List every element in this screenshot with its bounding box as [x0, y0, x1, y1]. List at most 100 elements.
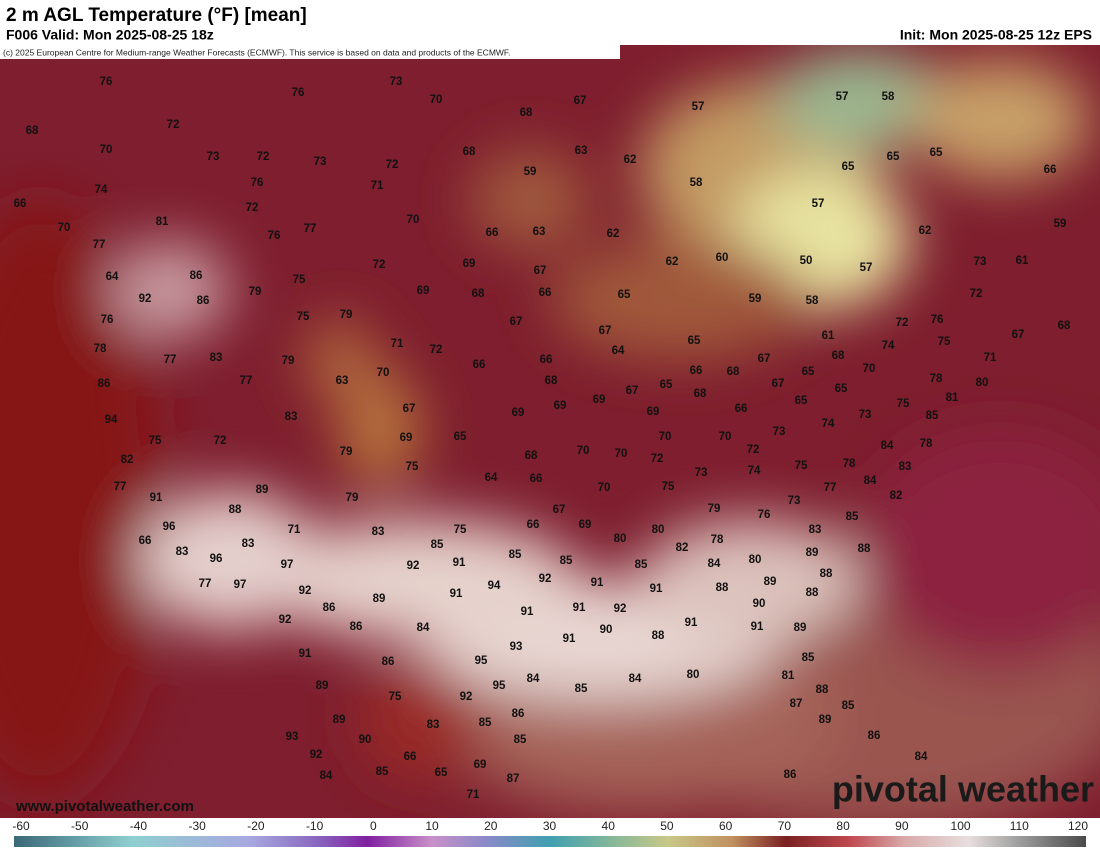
temperature-label: 79 [282, 355, 295, 367]
temperature-label: 74 [95, 184, 108, 196]
temperature-label: 89 [806, 547, 819, 559]
temperature-label: 89 [794, 622, 807, 634]
temperature-label: 76 [251, 177, 264, 189]
temperature-label: 65 [435, 767, 448, 779]
init-time: Init: Mon 2025-08-25 12z EPS [900, 27, 1092, 43]
temperature-label: 70 [659, 431, 672, 443]
temperature-label: 68 [1058, 320, 1071, 332]
colorbar-tick-label: 30 [543, 819, 557, 833]
temperature-label: 86 [98, 378, 111, 390]
colorbar-tick-label: 70 [778, 819, 792, 833]
temperature-label: 73 [695, 467, 708, 479]
temperature-label: 85 [575, 683, 588, 695]
temperature-label: 75 [293, 274, 306, 286]
temperature-label: 72 [386, 159, 399, 171]
temperature-label: 85 [376, 766, 389, 778]
temperature-label: 79 [340, 446, 353, 458]
temperature-label: 67 [1012, 329, 1025, 341]
colorbar-tick-label: 10 [425, 819, 439, 833]
temperature-label: 91 [299, 648, 312, 660]
temperature-label: 70 [863, 363, 876, 375]
temperature-label: 59 [1054, 218, 1067, 230]
temperature-label: 77 [199, 578, 212, 590]
temperature-label: 90 [753, 598, 766, 610]
temperature-label: 57 [860, 262, 873, 274]
temperature-label: 66 [539, 287, 552, 299]
temperature-label: 83 [242, 538, 255, 550]
temperature-label: 91 [563, 633, 576, 645]
temperature-label: 96 [210, 553, 223, 565]
temperature-label: 88 [652, 630, 665, 642]
temperature-label: 78 [930, 373, 943, 385]
temperature-label: 70 [615, 448, 628, 460]
colorbar-tick-label: 60 [719, 819, 733, 833]
temperature-label: 60 [716, 252, 729, 264]
temperature-label: 75 [406, 461, 419, 473]
temperature-label: 69 [647, 406, 660, 418]
title: 2 m AGL Temperature (°F) [mean] [6, 5, 307, 26]
temperature-label: 67 [758, 353, 771, 365]
temperature-label: 87 [790, 698, 803, 710]
temperature-label: 73 [859, 409, 872, 421]
temperature-label: 65 [930, 147, 943, 159]
temperature-label: 62 [624, 154, 637, 166]
temperature-label: 85 [802, 652, 815, 664]
temperature-label: 76 [100, 76, 113, 88]
temperature-label: 70 [430, 94, 443, 106]
temperature-label: 88 [716, 582, 729, 594]
temperature-label: 77 [304, 223, 317, 235]
colorbar-tick-label: -40 [130, 819, 148, 833]
temperature-label: 66 [486, 227, 499, 239]
temperature-label: 65 [842, 161, 855, 173]
temperature-label: 82 [121, 454, 134, 466]
temperature-label: 69 [400, 432, 413, 444]
temperature-label: 66 [540, 354, 553, 366]
temperature-label: 68 [472, 288, 485, 300]
temperature-label: 74 [822, 418, 835, 430]
temperature-label: 67 [599, 325, 612, 337]
temperature-label: 88 [806, 587, 819, 599]
temperature-label: 86 [784, 769, 797, 781]
temperature-label: 70 [719, 431, 732, 443]
temperature-label: 84 [527, 673, 540, 685]
temperature-label: 83 [372, 526, 385, 538]
temperature-label: 68 [694, 388, 707, 400]
temperature-label: 72 [651, 453, 664, 465]
temperature-label: 86 [868, 730, 881, 742]
temperature-label: 97 [281, 559, 294, 571]
temperature-label: 83 [176, 546, 189, 558]
temperature-label: 80 [614, 533, 627, 545]
colorbar-tick-label: -10 [306, 819, 324, 833]
temperature-label: 85 [509, 549, 522, 561]
temperature-label: 70 [58, 222, 71, 234]
temperature-label: 67 [574, 95, 587, 107]
temperature-label: 91 [150, 492, 163, 504]
temperature-label: 67 [553, 504, 566, 516]
temperature-label: 77 [240, 375, 253, 387]
temperature-label: 96 [163, 521, 176, 533]
temperature-label: 68 [463, 146, 476, 158]
temperature-label: 85 [479, 717, 492, 729]
temperature-label: 93 [286, 731, 299, 743]
temperature-label: 70 [100, 144, 113, 156]
temperature-label: 77 [164, 354, 177, 366]
temperature-label: 82 [890, 490, 903, 502]
temperature-label: 75 [795, 460, 808, 472]
temperature-label: 67 [772, 378, 785, 390]
temperature-label: 88 [820, 568, 833, 580]
temperature-label: 76 [758, 509, 771, 521]
colorbar-ticks: -60 -50 -40 -30 -20 -10 0 10 20 30 40 50 60 70 80 90 100… [12, 819, 1088, 833]
temperature-label: 85 [514, 734, 527, 746]
temperature-label: 86 [323, 602, 336, 614]
temperature-label: 79 [249, 286, 262, 298]
temperature-label: 94 [105, 414, 118, 426]
temperature-label: 74 [748, 465, 761, 477]
temperature-label: 97 [234, 579, 247, 591]
temperature-label: 85 [560, 555, 573, 567]
temperature-label: 92 [310, 749, 323, 761]
temperature-label: 73 [773, 426, 786, 438]
colorbar-tick-label: 0 [370, 819, 377, 833]
colorbar-tick-label: -20 [247, 819, 265, 833]
temperature-label: 88 [858, 543, 871, 555]
temperature-label: 84 [417, 622, 430, 634]
